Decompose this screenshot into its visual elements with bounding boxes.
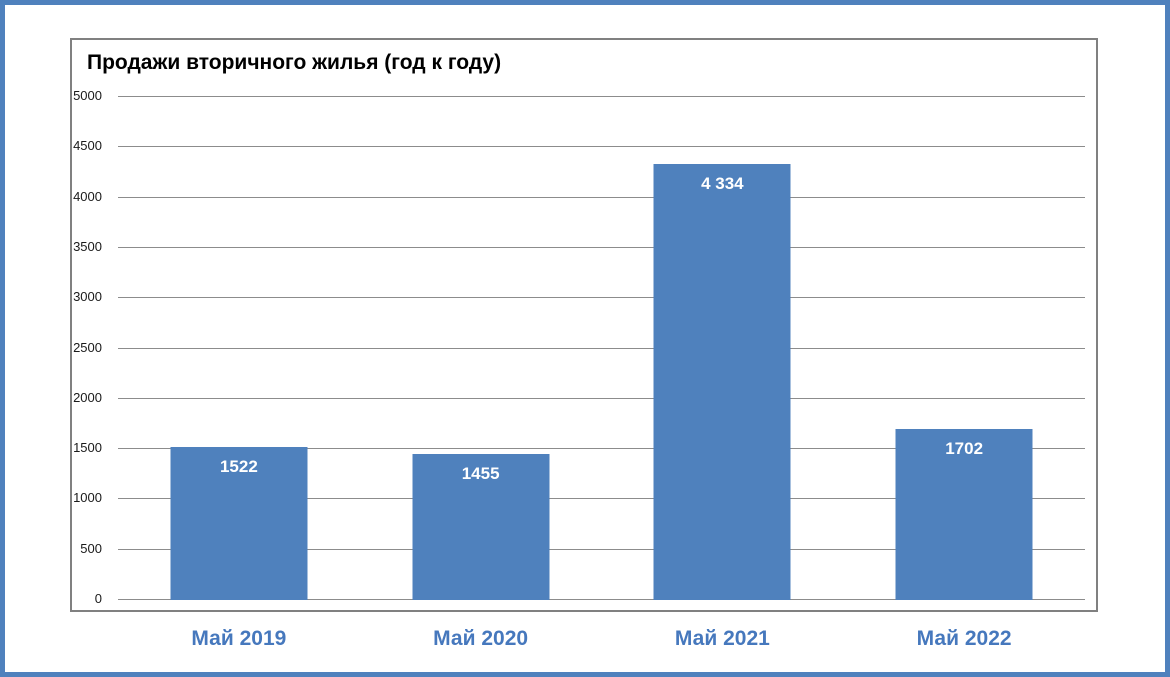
bar-value-label: 1455	[461, 463, 500, 483]
gridline	[118, 146, 1085, 148]
y-tick-label: 500	[80, 540, 102, 556]
x-axis-label: Май 2021	[674, 627, 770, 650]
gridline	[118, 599, 1085, 600]
chart-container: Продажи вторичного жилья (год к году) 50…	[70, 38, 1098, 612]
gridline	[118, 498, 1085, 500]
y-tick-label: 4000	[73, 188, 102, 204]
bar-value-label: 1702	[945, 438, 984, 458]
gridline	[118, 397, 1085, 399]
gridline	[118, 297, 1085, 299]
y-tick-label: 2500	[73, 339, 102, 355]
chart-title: Продажи вторичного жилья (год к году)	[87, 51, 502, 74]
bar-cell: 1702	[843, 97, 1085, 600]
y-tick-label: 5000	[73, 88, 102, 103]
gridline	[118, 548, 1085, 550]
gridline	[118, 448, 1085, 450]
gridline	[118, 196, 1085, 198]
x-axis-labels: Май 2019 Май 2020 Май 2021 Май 2022	[118, 621, 1085, 657]
bar-cell: 1455	[360, 97, 602, 600]
bar-2[interactable]: 1455	[412, 453, 550, 600]
bar-3[interactable]: 4 334	[653, 164, 791, 600]
plot-area	[118, 96, 1085, 600]
y-tick-label: 1000	[73, 490, 102, 506]
y-tick-label: 3000	[73, 289, 102, 305]
x-axis-label: Май 2020	[433, 627, 529, 650]
bar-4[interactable]: 1702	[895, 428, 1033, 600]
gridline	[118, 96, 1085, 97]
bar-cell: 1522	[118, 97, 360, 600]
gridline	[118, 246, 1085, 248]
y-tick-label: 2000	[73, 389, 102, 405]
y-tick-label: 0	[94, 591, 102, 606]
bar-value-label: 4 334	[701, 174, 744, 193]
y-tick-label: 1500	[73, 440, 102, 456]
x-axis-label: Май 2022	[916, 627, 1012, 650]
y-tick-label: 4500	[73, 138, 102, 154]
bar-cell: 4 334	[602, 97, 844, 600]
bar-value-label: 1522	[219, 456, 258, 476]
bars-layer: 1522 1455 4 334 1702	[118, 97, 1085, 600]
bar-1[interactable]: 1522	[170, 446, 308, 600]
y-axis-tick-labels: 5000 4500 4000 3500 3000 2500 2000 1500 1000 500 0	[72, 88, 110, 606]
gridline	[118, 347, 1085, 349]
x-axis-label: Май 2019	[191, 627, 287, 650]
y-tick-label: 3500	[73, 238, 102, 254]
